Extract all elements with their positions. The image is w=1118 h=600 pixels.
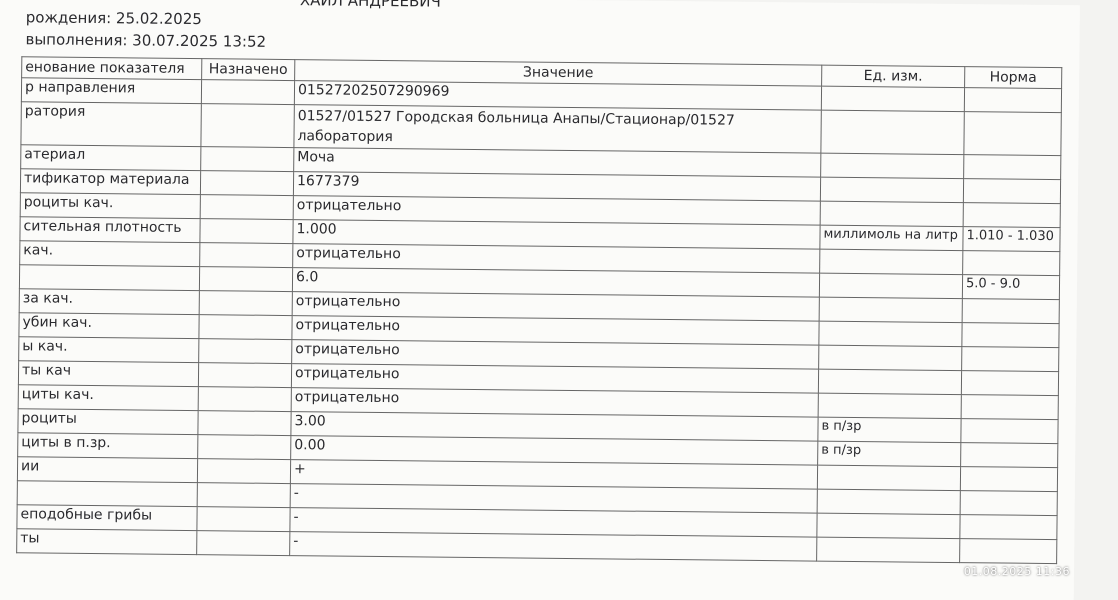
cell bbox=[960, 418, 1059, 444]
cell bbox=[817, 489, 961, 515]
column-header: Назначено bbox=[201, 58, 295, 81]
patient-name: ХАИЛ АНДРЕЕВИЧ bbox=[299, 0, 441, 11]
cell: - bbox=[289, 531, 817, 562]
cell: роциты bbox=[17, 408, 199, 435]
cell bbox=[198, 314, 293, 340]
cell bbox=[816, 537, 960, 563]
cell bbox=[819, 297, 963, 323]
cell bbox=[962, 298, 1060, 324]
cell bbox=[821, 86, 965, 112]
cell bbox=[196, 530, 290, 556]
cell bbox=[197, 458, 291, 484]
cell: ии bbox=[17, 456, 198, 483]
cell: сительная плотность bbox=[19, 216, 201, 243]
cell: циты в п.зр. bbox=[17, 432, 198, 459]
cell bbox=[818, 369, 962, 395]
done-date: выполнения: 30.07.2025 13:52 bbox=[25, 30, 267, 51]
cell bbox=[961, 322, 1060, 348]
cell bbox=[820, 153, 964, 179]
cell: 1.010 - 1.030 bbox=[962, 226, 1061, 252]
document: ХАИЛ АНДРЕЕВИЧ рождения: 25.02.2025 выпо… bbox=[16, 0, 1062, 564]
cell: ты bbox=[16, 528, 197, 555]
cell bbox=[819, 249, 963, 275]
cell bbox=[960, 466, 1058, 492]
cell: в п/зр bbox=[817, 441, 961, 467]
cell: миллимоль на литр bbox=[819, 225, 964, 251]
cell bbox=[818, 345, 962, 371]
cell bbox=[961, 394, 1059, 420]
cell: за кач. bbox=[19, 288, 200, 315]
cell bbox=[17, 480, 198, 507]
cell bbox=[200, 170, 294, 196]
cell bbox=[960, 490, 1058, 516]
cell: еподобные грибы bbox=[16, 504, 198, 531]
cell bbox=[819, 273, 963, 299]
cell bbox=[198, 362, 292, 388]
cell bbox=[199, 290, 293, 316]
cell bbox=[818, 393, 962, 419]
cell: тификатор материала bbox=[20, 168, 201, 195]
cell bbox=[817, 465, 961, 491]
cell bbox=[963, 111, 1062, 156]
cell bbox=[964, 87, 1062, 113]
cell: ты кач bbox=[18, 360, 199, 387]
cell bbox=[199, 266, 293, 292]
cell bbox=[820, 110, 965, 155]
cell bbox=[201, 79, 295, 105]
cell bbox=[820, 177, 964, 203]
column-header: Ед. изм. bbox=[821, 65, 965, 88]
cell bbox=[198, 338, 292, 364]
cell bbox=[963, 202, 1061, 228]
column-header: енование показателя bbox=[21, 56, 202, 80]
cell bbox=[200, 146, 294, 172]
results-table: енование показателя Назначено Значение Ед. … bbox=[16, 56, 1062, 564]
cell: роциты кач. bbox=[20, 192, 201, 219]
cell bbox=[818, 321, 963, 347]
birth-date: рождения: 25.02.2025 bbox=[25, 8, 202, 29]
cell bbox=[960, 442, 1058, 468]
cell bbox=[961, 370, 1059, 396]
cell bbox=[959, 538, 1057, 564]
cell bbox=[197, 410, 292, 436]
cell: в п/зр bbox=[817, 417, 962, 443]
cell bbox=[816, 513, 961, 539]
cell: р направления bbox=[21, 77, 202, 104]
cell bbox=[19, 264, 200, 291]
cell: ы кач. bbox=[18, 336, 199, 363]
cell bbox=[962, 250, 1060, 276]
cell bbox=[200, 194, 294, 220]
cell: 5.0 - 9.0 bbox=[962, 274, 1060, 300]
cell bbox=[963, 178, 1061, 204]
cell: циты кач. bbox=[18, 384, 199, 411]
cell bbox=[820, 201, 964, 227]
column-header: Норма bbox=[964, 66, 1062, 89]
timestamp: 01.08.2025 11:36 bbox=[963, 565, 1070, 578]
cell bbox=[200, 103, 295, 148]
cell: атериал bbox=[20, 144, 201, 171]
cell bbox=[197, 434, 291, 460]
cell bbox=[963, 154, 1061, 180]
cell bbox=[961, 346, 1059, 372]
cell bbox=[197, 482, 291, 508]
cell: убин кач. bbox=[18, 312, 200, 339]
cell bbox=[198, 386, 292, 412]
cell: кач. bbox=[19, 240, 200, 267]
cell: ратория bbox=[20, 101, 202, 147]
table-body: р направления 01527202507290969 ратория 015… bbox=[16, 77, 1062, 564]
cell bbox=[199, 242, 293, 268]
cell: 01527/01527 Городская больница Анапы/Ста… bbox=[293, 104, 822, 154]
cell bbox=[199, 218, 294, 244]
cell bbox=[196, 506, 291, 532]
cell bbox=[959, 514, 1058, 540]
